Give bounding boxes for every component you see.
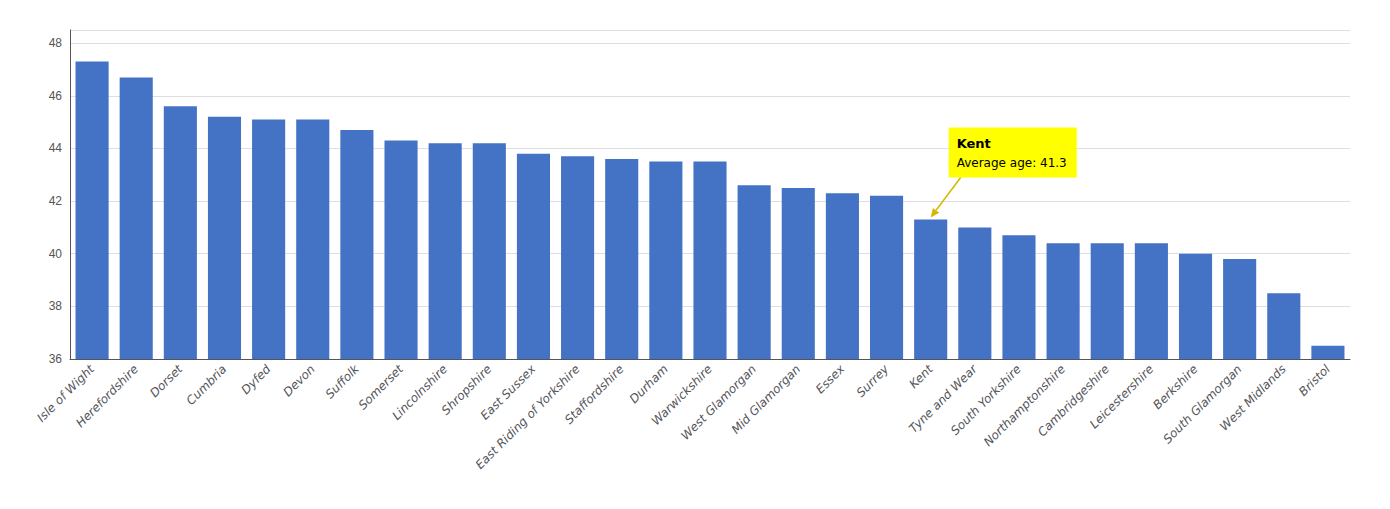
svg-text:Isle of Wight: Isle of Wight xyxy=(34,362,97,425)
svg-text:48: 48 xyxy=(49,36,63,50)
svg-text:36: 36 xyxy=(49,352,63,366)
svg-text:West Midlands: West Midlands xyxy=(1217,362,1289,434)
svg-text:Tyne and Wear: Tyne and Wear xyxy=(906,362,980,436)
svg-text:40: 40 xyxy=(49,247,63,261)
svg-text:Shropshire: Shropshire xyxy=(438,362,495,418)
svg-text:Durham: Durham xyxy=(627,362,671,406)
svg-text:Average age: 41.3: Average age: 41.3 xyxy=(957,156,1067,170)
svg-text:Warwickshire: Warwickshire xyxy=(648,362,715,429)
svg-text:Herefordshire: Herefordshire xyxy=(73,362,141,430)
svg-text:East Riding of Yorkshire: East Riding of Yorkshire xyxy=(472,362,583,472)
svg-text:Cumbria: Cumbria xyxy=(184,362,230,408)
svg-text:46: 46 xyxy=(49,89,63,103)
svg-text:Dorset: Dorset xyxy=(147,361,186,400)
svg-text:South Yorkshire: South Yorkshire xyxy=(948,362,1024,438)
svg-text:Berkshire: Berkshire xyxy=(1150,362,1201,413)
svg-text:Leicestershire: Leicestershire xyxy=(1087,362,1156,431)
svg-text:Kent: Kent xyxy=(957,136,991,151)
svg-text:44: 44 xyxy=(49,141,63,155)
svg-text:East Sussex: East Sussex xyxy=(477,362,539,423)
svg-text:Suffolk: Suffolk xyxy=(323,361,363,401)
svg-text:Surrey: Surrey xyxy=(854,361,892,399)
svg-text:South Glamorgan: South Glamorgan xyxy=(1160,362,1244,446)
svg-text:Dyfed: Dyfed xyxy=(239,362,274,397)
svg-text:Essex: Essex xyxy=(813,361,848,396)
svg-text:42: 42 xyxy=(49,194,63,208)
svg-text:Somerset: Somerset xyxy=(355,362,406,413)
svg-text:Devon: Devon xyxy=(280,362,317,399)
svg-text:West Glamorgan: West Glamorgan xyxy=(678,362,759,443)
svg-text:Northamptonshire: Northamptonshire xyxy=(981,362,1068,449)
svg-text:Mid Glamorgan: Mid Glamorgan xyxy=(729,362,804,437)
svg-text:Staffordshire: Staffordshire xyxy=(562,362,627,427)
svg-text:Cambridgeshire: Cambridgeshire xyxy=(1035,362,1112,439)
svg-text:Kent: Kent xyxy=(907,361,937,391)
svg-text:Lincolnshire: Lincolnshire xyxy=(389,362,450,423)
svg-text:38: 38 xyxy=(49,299,63,313)
svg-text:Bristol: Bristol xyxy=(1296,362,1333,399)
